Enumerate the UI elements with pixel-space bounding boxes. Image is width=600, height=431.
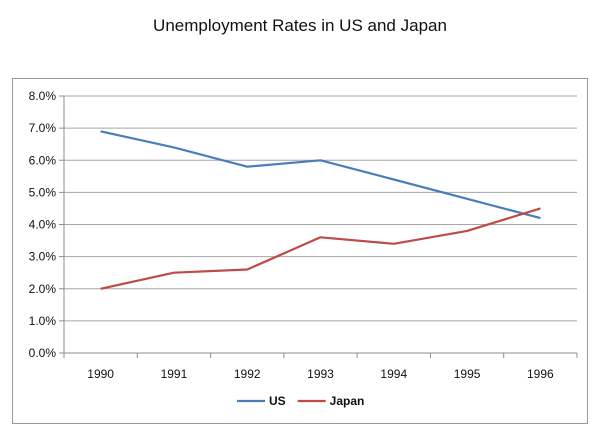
legend-label-japan: Japan [330,394,365,408]
legend: US Japan [237,394,364,408]
x-tick-label: 1992 [234,367,261,381]
y-tick-labels: 0.0% 1.0% 2.0% 3.0% 4.0% 5.0% 6.0% 7.0% 8.0% [29,89,57,360]
series-line-us [100,130,541,220]
y-tick-label: 3.0% [29,250,57,264]
x-tick-label: 1995 [454,367,481,381]
x-tick-label: 1994 [380,367,407,381]
x-tick-label: 1993 [307,367,334,381]
axes [59,95,578,358]
x-tick-label: 1990 [87,367,114,381]
y-tick-label: 4.0% [29,218,57,232]
chart-title: Unemployment Rates in US and Japan [153,16,447,35]
y-tick-label: 8.0% [29,89,57,103]
chart-frame [12,78,588,424]
y-tick-label: 2.0% [29,282,57,296]
x-tick-labels: 1990 1991 1992 1993 1994 1995 1996 [87,367,554,381]
x-tick-label: 1991 [161,367,188,381]
y-tick-label: 5.0% [29,185,57,199]
x-tick-label: 1996 [527,367,554,381]
y-tick-label: 6.0% [29,153,57,167]
y-tick-label: 0.0% [29,346,57,360]
y-tick-label: 7.0% [29,121,57,135]
legend-label-us: US [269,394,286,408]
y-tick-label: 1.0% [29,314,57,328]
series-lines [100,130,541,290]
series-line-japan [100,207,541,290]
